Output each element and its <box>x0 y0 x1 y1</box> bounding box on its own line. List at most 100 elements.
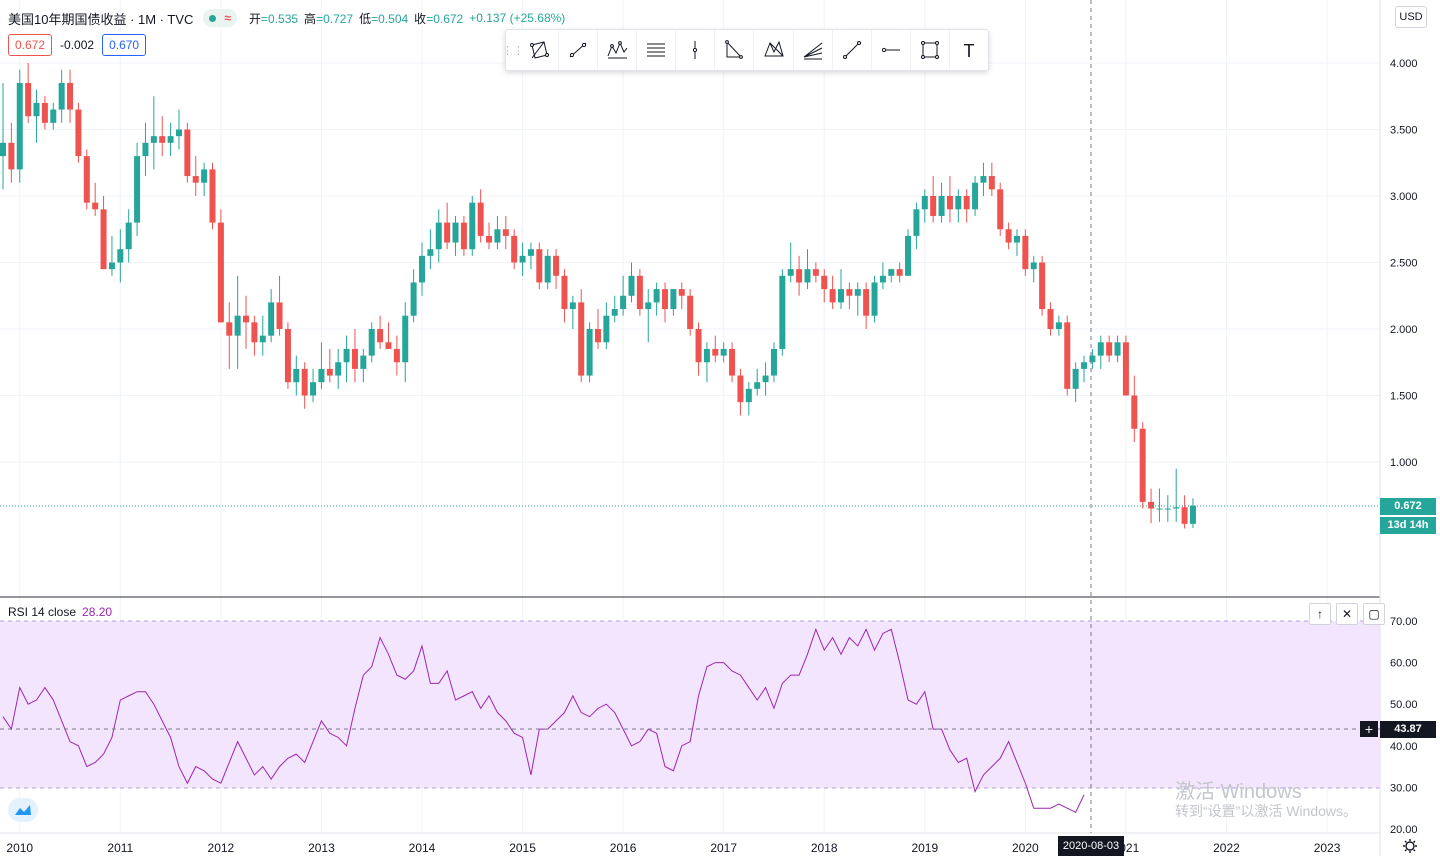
candle-body <box>687 295 694 329</box>
candle-body <box>854 289 861 296</box>
rsi-line <box>2 627 1085 814</box>
candle-body <box>460 222 467 250</box>
rsi-crosshair-value-tag: 43.87 <box>1380 721 1436 738</box>
price-tick-label: 4.000 <box>1390 58 1418 70</box>
tradingview-logo-icon[interactable] <box>8 798 38 822</box>
candle-body <box>913 209 920 236</box>
ohlc-open: 开=0.535 <box>248 11 299 26</box>
candle-body <box>536 249 543 283</box>
year-tick-label: 2015 <box>509 841 536 855</box>
candle-body <box>921 196 928 210</box>
candle-body <box>1131 395 1138 429</box>
candle-body <box>963 196 970 210</box>
buy-button[interactable]: 0.670 <box>102 34 147 56</box>
settings-gear-icon[interactable] <box>1402 838 1418 854</box>
candle-body <box>100 209 107 270</box>
rsi-value: 28.20 <box>82 605 113 619</box>
candle-body <box>192 176 199 183</box>
candle-body <box>645 302 652 310</box>
candle-body <box>1055 322 1062 329</box>
candle-body <box>678 289 685 296</box>
candle-body <box>385 342 392 349</box>
candle-body <box>955 196 962 210</box>
rsi-tick-label: 40.00 <box>1390 741 1418 753</box>
right-triangle-icon[interactable] <box>715 30 755 70</box>
candle-body <box>796 269 803 283</box>
year-tick-label: 2023 <box>1314 841 1341 855</box>
candle-body <box>930 196 937 216</box>
drag-handle-icon[interactable]: ⋮⋮ <box>502 44 524 57</box>
move-pane-up-icon[interactable]: ↑ <box>1309 603 1331 625</box>
symbol-title[interactable]: 美国10年期国债收益 · 1M · TVC <box>8 11 194 27</box>
vertical-line-icon[interactable] <box>676 30 716 70</box>
candle-body <box>368 329 375 356</box>
rsi-legend[interactable]: RSI 14 close 28.20 <box>8 605 112 619</box>
candle-body <box>83 156 90 203</box>
rsi-axis[interactable]: 70.00 60.00 50.00 40.00 30.00 20.00 <box>1390 616 1418 836</box>
market-status-pill[interactable]: ≈ <box>203 9 237 27</box>
candle-body <box>653 289 660 303</box>
time-axis[interactable]: 2010 2011 2012 2013 2014 2015 2016 2017 2018 2019… <box>6 841 1340 855</box>
rsi-band <box>0 621 1380 788</box>
rsi-tick-label: 60.00 <box>1390 658 1418 670</box>
candle-body <box>444 222 451 243</box>
candle-body <box>1005 229 1012 243</box>
horizontal-ray-icon[interactable] <box>872 30 911 70</box>
candle-body <box>226 322 233 336</box>
elliott-wave-icon[interactable] <box>598 30 638 70</box>
price-tick-label: 1.000 <box>1390 457 1418 469</box>
candle-body <box>544 255 551 283</box>
candle-body <box>268 302 275 336</box>
horizontal-lines-icon[interactable] <box>637 30 677 70</box>
candle-body <box>938 196 945 216</box>
drawing-toolbar: ⋮⋮ T <box>502 29 989 71</box>
candle-body <box>402 315 409 363</box>
candle-body <box>804 269 811 283</box>
maximize-pane-icon[interactable]: ▢ <box>1363 603 1385 625</box>
candle-body <box>410 282 417 316</box>
candle-body <box>511 235 518 263</box>
candle-body <box>905 235 912 276</box>
candle-body <box>117 249 124 263</box>
candle-body <box>393 348 400 363</box>
ray-icon[interactable] <box>833 30 872 70</box>
candle-body <box>351 348 358 369</box>
candle-body <box>611 309 618 316</box>
candle-body <box>787 269 794 276</box>
year-tick-label: 2022 <box>1213 841 1240 855</box>
fib-fan-icon[interactable] <box>794 30 833 70</box>
text-icon[interactable]: T <box>950 30 988 70</box>
candle-body <box>1089 355 1096 363</box>
currency-button[interactable]: USD <box>1395 6 1427 28</box>
spread-value: -0.002 <box>60 38 95 52</box>
rectangle-rotated-icon[interactable] <box>520 30 560 70</box>
candle-body <box>946 196 953 210</box>
candle-body <box>452 222 459 243</box>
close-pane-icon[interactable]: ✕ <box>1336 603 1358 625</box>
xabcd-pattern-icon[interactable] <box>754 30 794 70</box>
candle-body <box>8 142 15 170</box>
candle-body <box>293 368 300 383</box>
ohlc-close: 收=0.672 <box>414 11 464 26</box>
sell-button[interactable]: 0.672 <box>8 34 53 56</box>
candle-body <box>586 329 593 376</box>
rectangle-icon[interactable] <box>911 30 950 70</box>
candle-body <box>578 302 585 376</box>
candle-body <box>142 142 149 157</box>
price-axis[interactable]: 4.000 3.500 3.000 2.500 2.000 1.500 1.000 <box>1390 58 1418 469</box>
candle-body <box>494 229 501 243</box>
ohlc-low: 低=0.504 <box>359 11 409 26</box>
candle-body <box>519 255 526 263</box>
add-crosshair-plus-button[interactable]: + <box>1360 721 1378 737</box>
candle-body <box>821 275 828 290</box>
year-tick-label: 2011 <box>107 841 133 855</box>
trend-line-icon[interactable] <box>559 30 599 70</box>
candle-body <box>1164 508 1171 510</box>
candle-body <box>67 82 74 110</box>
candle-body <box>737 375 744 403</box>
bar-countdown-tag: 13d 14h <box>1380 517 1436 534</box>
candle-body <box>419 255 425 283</box>
candle-body <box>469 202 476 250</box>
candle-body <box>620 295 627 310</box>
